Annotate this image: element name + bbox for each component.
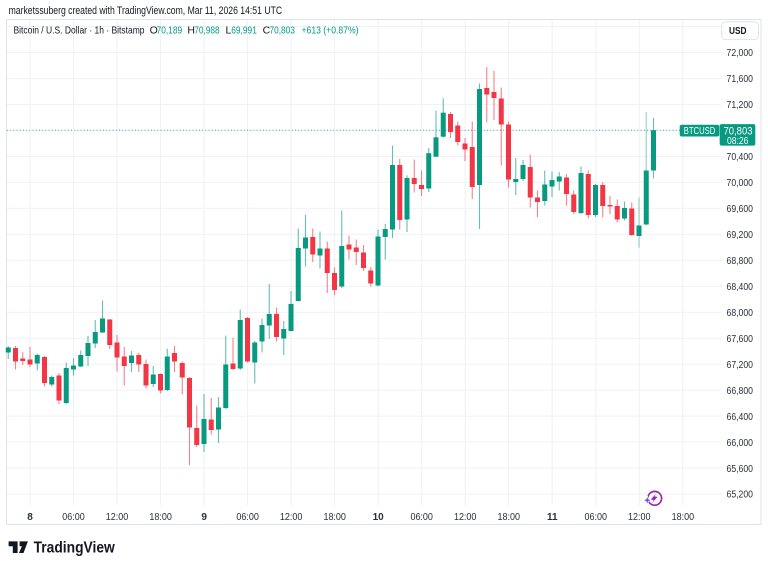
svg-text:70,803: 70,803 bbox=[270, 25, 296, 37]
svg-text:18:00: 18:00 bbox=[323, 512, 346, 523]
svg-text:Bitcoin / U.S. Dollar · 1h · B: Bitcoin / U.S. Dollar · 1h · Bitstamp bbox=[14, 25, 145, 37]
svg-text:12:00: 12:00 bbox=[628, 512, 651, 523]
svg-text:69,600: 69,600 bbox=[727, 204, 754, 215]
svg-text:O: O bbox=[150, 25, 158, 37]
svg-text:71,200: 71,200 bbox=[727, 100, 754, 111]
svg-text:H: H bbox=[187, 25, 195, 37]
svg-text:70,400: 70,400 bbox=[727, 152, 754, 163]
svg-text:TradingView: TradingView bbox=[34, 540, 116, 557]
svg-text:C: C bbox=[263, 25, 271, 37]
svg-text:66,400: 66,400 bbox=[727, 412, 754, 423]
svg-text:65,200: 65,200 bbox=[727, 490, 754, 501]
svg-text:70,988: 70,988 bbox=[194, 25, 220, 37]
svg-text:67,200: 67,200 bbox=[727, 360, 754, 371]
svg-text:18:00: 18:00 bbox=[672, 512, 695, 523]
svg-text:66,800: 66,800 bbox=[727, 386, 754, 397]
svg-text:12:00: 12:00 bbox=[454, 512, 477, 523]
svg-text:+613 (+0.87%): +613 (+0.87%) bbox=[302, 25, 359, 37]
svg-text:70,803: 70,803 bbox=[724, 125, 753, 137]
svg-text:9: 9 bbox=[201, 512, 207, 523]
svg-text:L: L bbox=[226, 25, 232, 37]
svg-text:BTCUSD: BTCUSD bbox=[684, 126, 716, 137]
svg-text:8: 8 bbox=[27, 512, 33, 523]
svg-text:06:00: 06:00 bbox=[585, 512, 608, 523]
svg-text:12:00: 12:00 bbox=[280, 512, 303, 523]
svg-text:68,800: 68,800 bbox=[727, 256, 754, 267]
svg-text:11: 11 bbox=[547, 512, 558, 523]
svg-text:67,600: 67,600 bbox=[727, 334, 754, 345]
svg-text:10: 10 bbox=[373, 512, 385, 523]
svg-text:marketssuberg created with Tra: marketssuberg created with TradingView.c… bbox=[9, 5, 283, 17]
svg-text:69,200: 69,200 bbox=[727, 230, 754, 241]
svg-text:72,000: 72,000 bbox=[727, 48, 754, 59]
svg-text:08:26: 08:26 bbox=[727, 136, 749, 147]
svg-text:70,189: 70,189 bbox=[157, 25, 183, 37]
svg-text:68,400: 68,400 bbox=[727, 282, 754, 293]
svg-text:66,000: 66,000 bbox=[727, 438, 754, 449]
svg-text:71,600: 71,600 bbox=[727, 74, 754, 85]
svg-text:18:00: 18:00 bbox=[149, 512, 172, 523]
svg-text:65,600: 65,600 bbox=[727, 464, 754, 475]
svg-text:69,991: 69,991 bbox=[231, 25, 257, 37]
svg-text:06:00: 06:00 bbox=[62, 512, 85, 523]
svg-text:68,000: 68,000 bbox=[727, 308, 754, 319]
svg-text:18:00: 18:00 bbox=[498, 512, 521, 523]
svg-text:06:00: 06:00 bbox=[236, 512, 259, 523]
svg-text:USD: USD bbox=[729, 26, 747, 37]
svg-text:06:00: 06:00 bbox=[410, 512, 433, 523]
svg-text:70,000: 70,000 bbox=[727, 178, 754, 189]
svg-text:12:00: 12:00 bbox=[106, 512, 129, 523]
